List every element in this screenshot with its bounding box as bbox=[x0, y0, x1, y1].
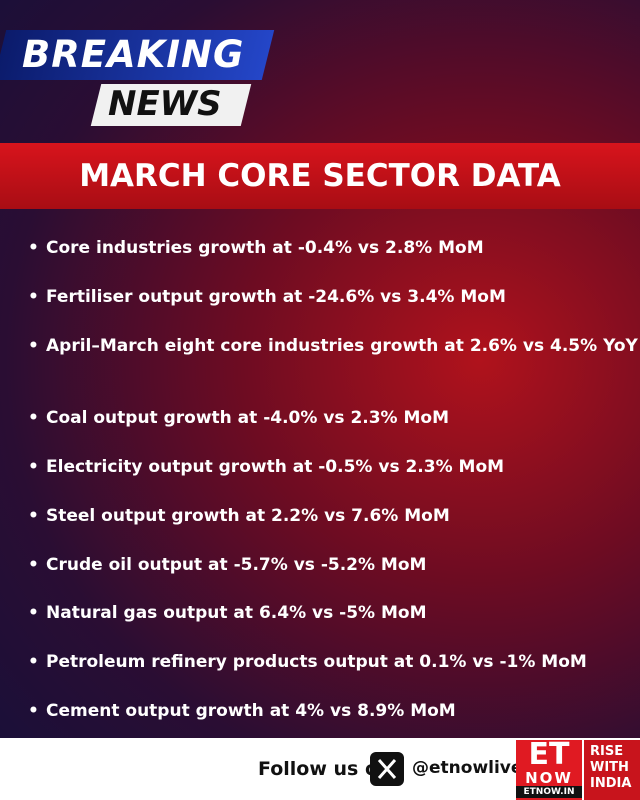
item: Natural gas output at 6.4% vs -5% MoM bbox=[28, 602, 640, 625]
tagline-line: WITH bbox=[590, 760, 629, 775]
item: Petroleum refinery products output at 0.… bbox=[28, 651, 640, 674]
title-band bbox=[0, 143, 640, 209]
handle[interactable]: @etnowlive bbox=[412, 758, 523, 778]
item: Core industries growth at -0.4% vs 2.8% … bbox=[28, 237, 640, 260]
item: Electricity output growth at -0.5% vs 2.… bbox=[28, 456, 640, 479]
item: Steel output growth at 2.2% vs 7.6% MoM bbox=[28, 505, 640, 528]
item: Fertiliser output growth at -24.6% vs 3.… bbox=[28, 286, 640, 309]
item: April–March eight core industries growth… bbox=[28, 335, 640, 358]
logo-site: ETNOW.IN bbox=[516, 786, 582, 798]
item: Cement output growth at 4% vs 8.9% MoM bbox=[28, 700, 640, 723]
follow-text: Follow us on bbox=[258, 758, 392, 780]
title: MARCH CORE SECTOR DATA bbox=[79, 158, 561, 194]
logo-now: NOW bbox=[525, 769, 573, 787]
badge-line: BREAKING bbox=[22, 33, 245, 76]
badge-line: NEWS bbox=[108, 84, 222, 124]
tagline-line: RISE bbox=[590, 744, 624, 759]
logo: ET NOW ETNOW.IN bbox=[516, 740, 582, 800]
item: Crude oil output at -5.7% vs -5.2% MoM bbox=[28, 554, 640, 577]
x-icon[interactable] bbox=[370, 752, 404, 786]
tagline: RISE WITH INDIA bbox=[584, 740, 640, 800]
tagline-line: INDIA bbox=[590, 776, 632, 791]
item: Coal output growth at -4.0% vs 2.3% MoM bbox=[28, 407, 640, 430]
logo-et: ET bbox=[528, 737, 570, 772]
